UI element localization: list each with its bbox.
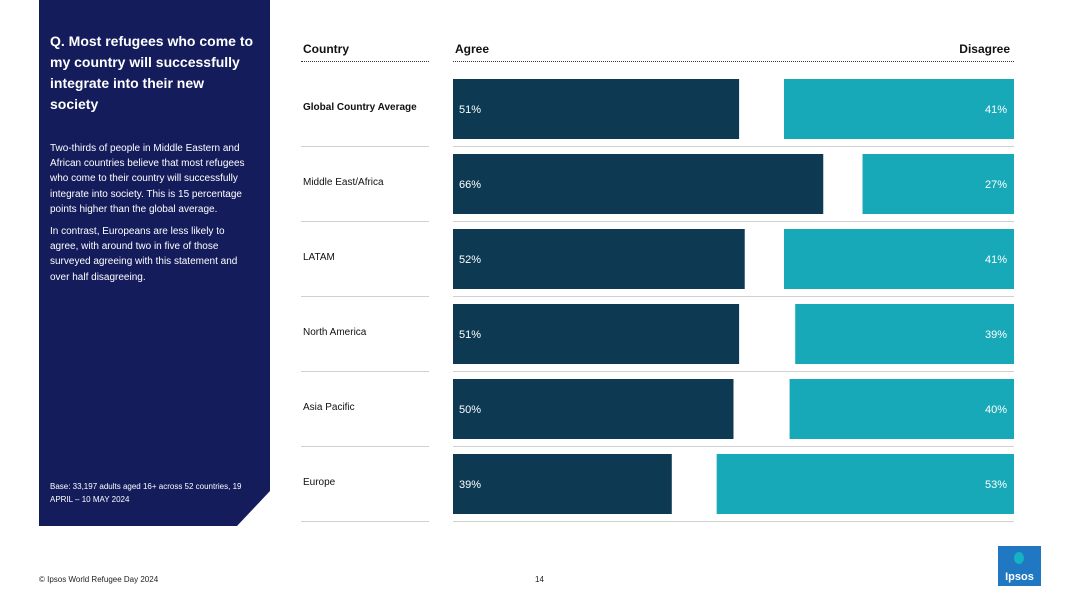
row-label: Europe	[303, 477, 336, 488]
base-note: Base: 33,197 adults aged 16+ across 52 c…	[50, 482, 242, 504]
chart-row-divider	[453, 446, 1014, 447]
agree-bar	[453, 79, 740, 139]
agree-value-label: 66%	[459, 179, 481, 191]
description: Two-thirds of people in Middle Eastern a…	[50, 141, 250, 285]
header-country: Country	[303, 42, 349, 56]
header-agree: Agree	[455, 42, 490, 56]
agree-value-label: 52%	[459, 254, 481, 266]
agree-value-label: 51%	[459, 104, 481, 116]
disagree-value-label: 53%	[985, 479, 1007, 491]
row-label: Global Country Average	[303, 102, 417, 113]
row-divider	[301, 371, 429, 372]
footer-copyright: © Ipsos World Refugee Day 2024	[39, 575, 159, 584]
agree-bar	[453, 154, 824, 214]
question-title: Q. Most refugees who come to my country …	[50, 33, 254, 112]
row-divider	[301, 221, 429, 222]
row-label: Asia Pacific	[303, 402, 355, 413]
disagree-bar	[716, 454, 1014, 514]
chart-row-divider	[453, 296, 1014, 297]
agree-bar	[453, 229, 745, 289]
ipsos-logo: Ipsos	[998, 546, 1041, 586]
page-number: 14	[535, 575, 544, 584]
row-divider	[301, 521, 429, 522]
chart-row-divider	[453, 146, 1014, 147]
disagree-bar	[783, 79, 1014, 139]
disagree-value-label: 27%	[985, 179, 1007, 191]
row-label: North America	[303, 327, 367, 338]
disagree-bar	[789, 379, 1014, 439]
row-label: LATAM	[303, 252, 335, 263]
disagree-value-label: 40%	[985, 404, 1007, 416]
agree-bar	[453, 304, 740, 364]
header-divider-chart	[453, 61, 1014, 62]
disagree-value-label: 39%	[985, 329, 1007, 341]
agree-value-label: 50%	[459, 404, 481, 416]
chart-row-divider	[453, 521, 1014, 522]
row-divider	[301, 296, 429, 297]
disagree-bar	[795, 304, 1014, 364]
header-divider-country	[301, 61, 429, 62]
row-divider	[301, 146, 429, 147]
chart-row-divider	[453, 371, 1014, 372]
agree-bar	[453, 379, 734, 439]
chart-row-divider	[453, 221, 1014, 222]
disagree-bar	[862, 154, 1014, 214]
disagree-bar	[783, 229, 1014, 289]
logo-mark-icon	[1014, 552, 1024, 564]
header-disagree: Disagree	[959, 42, 1010, 56]
side-panel: Q. Most refugees who come to my country …	[39, 0, 270, 526]
row-label: Middle East/Africa	[303, 177, 384, 188]
agree-bar	[453, 454, 672, 514]
disagree-value-label: 41%	[985, 104, 1007, 116]
description-paragraph-1: Two-thirds of people in Middle Eastern a…	[50, 143, 245, 215]
agree-value-label: 51%	[459, 329, 481, 341]
row-divider	[301, 446, 429, 447]
description-paragraph-2: In contrast, Europeans are less likely t…	[50, 226, 238, 283]
agree-value-label: 39%	[459, 479, 481, 491]
disagree-value-label: 41%	[985, 254, 1007, 266]
logo-text: Ipsos	[1005, 571, 1034, 583]
